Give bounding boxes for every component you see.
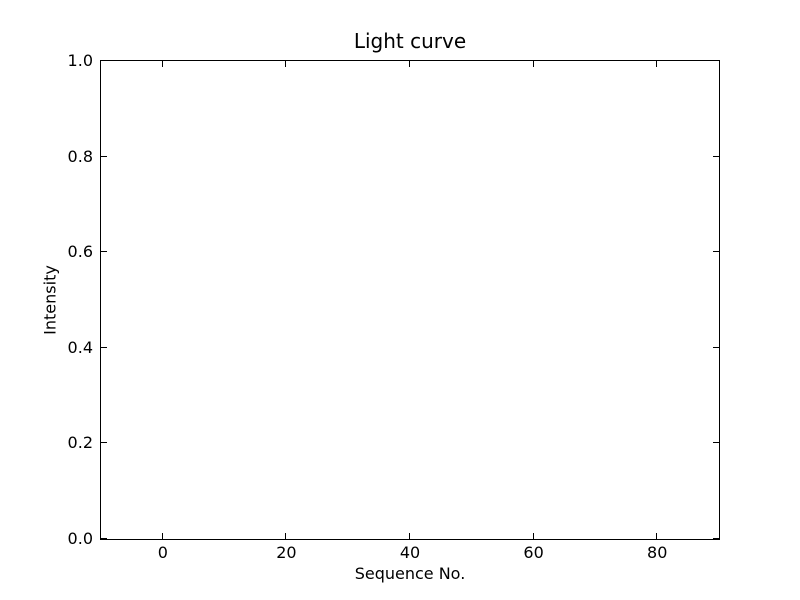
x-tick-mark xyxy=(656,61,658,67)
x-tick-mark xyxy=(285,61,287,67)
x-axis-label: Sequence No. xyxy=(354,564,466,583)
y-tick-label: 0.2 xyxy=(67,433,93,453)
chart-title: Light curve xyxy=(353,29,467,53)
x-tick-label: 60 xyxy=(523,543,544,562)
axes: 0 20 40 60 80 0.0 0.2 0.4 0.6 0.8 1.0 xyxy=(68,52,720,562)
x-tick-label: 20 xyxy=(276,543,297,562)
y-tick-mark xyxy=(713,538,719,539)
y-tick-mark xyxy=(101,442,107,444)
y-tick-mark xyxy=(101,60,107,61)
y-axis-label: Intensity xyxy=(40,265,60,335)
x-tick-mark xyxy=(285,533,287,539)
y-tick-mark xyxy=(713,346,719,348)
x-tick-label: 80 xyxy=(647,543,668,562)
x-tick-mark xyxy=(532,61,534,67)
y-tick-mark xyxy=(713,60,719,61)
y-tick-label: 0.8 xyxy=(67,146,93,166)
x-tick-mark xyxy=(161,533,163,539)
y-tick-mark xyxy=(101,251,107,253)
x-tick-mark xyxy=(656,533,658,539)
x-tick-mark xyxy=(161,61,163,67)
y-tick-label: 1.0 xyxy=(67,51,93,70)
y-tick-label: 0.6 xyxy=(67,242,93,262)
y-tick-mark xyxy=(101,346,107,348)
y-tick-mark xyxy=(713,155,719,157)
x-tick-mark xyxy=(532,533,534,539)
y-tick-mark xyxy=(101,155,107,157)
y-tick-mark xyxy=(101,538,107,539)
x-tick-label: 40 xyxy=(399,543,421,562)
y-tick-label: 0.0 xyxy=(67,529,93,548)
y-tick-mark xyxy=(713,442,719,444)
x-tick-mark xyxy=(409,61,410,67)
plot-series-layer xyxy=(101,61,719,539)
x-tick-mark xyxy=(409,533,410,539)
y-tick-mark xyxy=(713,251,719,253)
x-tick-label: 0 xyxy=(157,543,168,562)
y-tick-label: 0.4 xyxy=(67,337,93,357)
